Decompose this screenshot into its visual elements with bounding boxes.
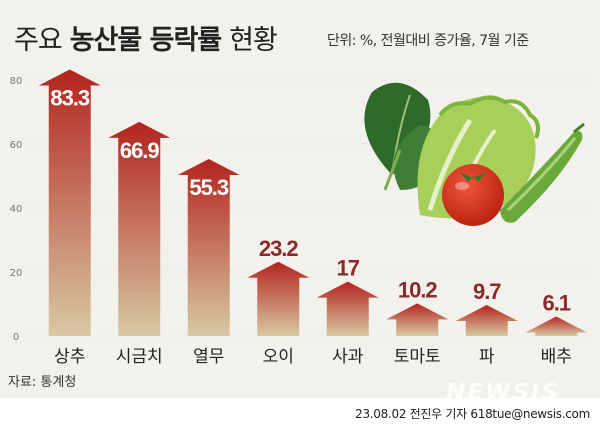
bar-value-label: 83.3 [50, 85, 90, 110]
category-label: 토마토 [394, 347, 441, 367]
y-tick-label: 40 [10, 204, 23, 215]
newsis-logo: NEWSIS [446, 380, 561, 406]
cucumber-icon [500, 122, 585, 223]
bar-arrow [247, 261, 310, 336]
y-tick-label: 80 [10, 76, 23, 87]
bar-value-label: 9.7 [473, 279, 501, 304]
footer-band [0, 398, 600, 426]
category-label: 사과 [332, 347, 364, 367]
bar-value-label: 6.1 [542, 290, 570, 315]
bar-value-label: 23.2 [259, 236, 299, 261]
category-label: 상추 [54, 347, 85, 367]
page-title: 주요 농산물 등락률 현황 [14, 18, 278, 57]
category-label: 시금치 [116, 347, 163, 367]
unit-note: 단위: %, 전월대비 증가율, 7월 기준 [327, 33, 529, 49]
category-label: 배추 [541, 347, 572, 367]
bar-arrow [386, 303, 449, 336]
bar-value-label: 10.2 [398, 277, 438, 302]
y-tick-label: 0 [13, 332, 19, 343]
tomato-icon [442, 164, 504, 226]
title-suffix: 현황 [229, 25, 278, 56]
vegetable-illustration [364, 82, 585, 226]
bar-arrow [108, 121, 171, 336]
title-prefix: 주요 [14, 25, 63, 56]
category-label: 열무 [193, 347, 224, 367]
bar-value-label: 66.9 [120, 138, 160, 163]
bar-value-label: 17 [337, 256, 360, 281]
y-tick-label: 20 [10, 268, 23, 279]
bar-arrow [177, 159, 240, 336]
category-label: 파 [479, 347, 495, 367]
byline: 23.08.02 전진우 기자 618tue@newsis.com [355, 407, 590, 421]
bar-value-label: 55.3 [189, 175, 229, 200]
category-label: 오이 [263, 347, 294, 367]
bar-arrow [38, 69, 101, 336]
title-main: 농산물 등락률 [69, 25, 222, 56]
y-tick-label: 60 [10, 140, 23, 151]
bar-arrow [455, 304, 518, 336]
bar-arrow [525, 316, 588, 336]
bar-arrow [316, 281, 379, 336]
source-note: 자료: 통계청 [8, 375, 77, 390]
